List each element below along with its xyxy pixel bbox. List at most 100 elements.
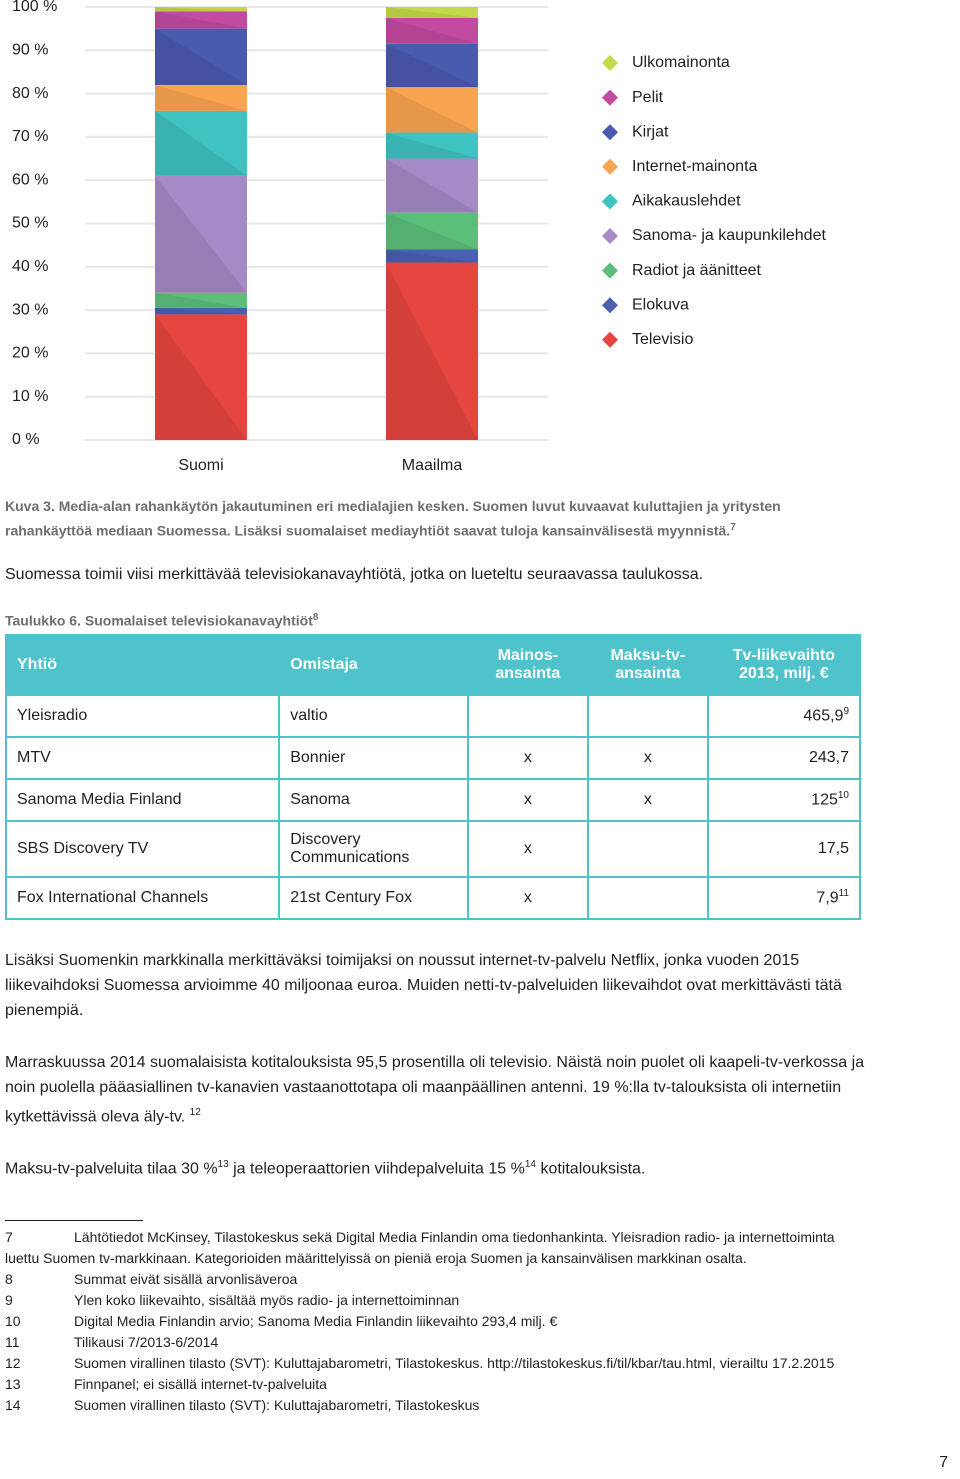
legend-label: Elokuva: [632, 296, 689, 313]
bar-segment: [155, 292, 247, 308]
footnote-number: 13: [5, 1376, 21, 1392]
footnote-number: 9: [5, 1292, 13, 1308]
superscript: 14: [524, 1159, 536, 1170]
bar-segment: [155, 28, 247, 85]
superscript: 13: [217, 1159, 229, 1170]
bar-segment: [155, 84, 247, 111]
legend-label: Radiot ja äänitteet: [632, 262, 762, 279]
bar-segment: [386, 17, 478, 44]
table-cell: x: [586, 736, 709, 780]
table-cell: Bonnier: [278, 736, 469, 780]
legend-label: Televisio: [632, 331, 693, 348]
footnote-number: 12: [5, 1355, 21, 1371]
y-tick-label: 90 %: [12, 42, 48, 59]
text: Maksu-tv-palveluita tilaa 30 %: [5, 1160, 218, 1178]
segment-shade: [155, 110, 247, 176]
legend-label: Aikakauslehdet: [632, 193, 741, 210]
table-cell: 465,99: [706, 694, 862, 738]
legend-marker: [602, 89, 618, 106]
figure-caption: Kuva 3. Media-alan rahankäytön jakautumi…: [5, 496, 865, 542]
bar-segment: [386, 87, 478, 133]
y-tick-label: 20 %: [12, 345, 48, 362]
table-cell: Sanoma: [278, 778, 469, 822]
superscript: 12: [189, 1107, 201, 1118]
segment-shade: [386, 262, 478, 440]
legend-marker: [602, 193, 618, 210]
paragraph: Lisäksi Suomenkin markkinalla merkittävä…: [5, 948, 865, 1023]
segment-shade: [155, 11, 247, 29]
segment-shade: [155, 84, 247, 111]
table-row: Yleisradio valtio 465,99: [4, 694, 862, 738]
y-tick-label: 70 %: [12, 128, 48, 145]
text: ja teleoperaattorien viihdepalveluita 15…: [228, 1160, 525, 1178]
cell-text: 465,9: [803, 707, 844, 725]
table-row: SBS Discovery TV Discovery Communications…: [4, 820, 862, 878]
superscript: 8: [312, 612, 319, 623]
y-tick-label: 0 %: [12, 431, 40, 448]
footnote-text: Suomen virallinen tilasto (SVT): Kulutta…: [74, 1397, 480, 1413]
text: kotitalouksista.: [536, 1160, 646, 1178]
header-cell: Mainos-ansainta: [466, 634, 589, 696]
bar-segment: [155, 314, 247, 440]
table-cell: 7,911: [706, 876, 862, 920]
superscript: 9: [843, 706, 849, 718]
segment-shade: [155, 175, 247, 293]
segment-shade: [386, 7, 478, 18]
footnote-number: 11: [5, 1334, 20, 1350]
bar-segment: [386, 7, 478, 18]
footnotes: 7 Lähtötiedot McKinsey, Tilastokeskus sek…: [5, 1227, 835, 1416]
x-tick-label: Suomi: [178, 457, 223, 474]
x-tick-label: Maailma: [402, 457, 463, 474]
bar-segment: [386, 158, 478, 213]
cell-text: 125: [811, 791, 838, 809]
segment-shade: [386, 249, 478, 263]
y-tick-label: 10 %: [12, 388, 48, 405]
table-cell: 12510: [706, 778, 862, 822]
text: Taulukko 6. Suomalaiset televisiokanavay…: [5, 612, 313, 629]
table-cell: Sanoma Media Finland: [4, 778, 281, 822]
segment-shade: [155, 307, 247, 315]
bar-segment: [386, 43, 478, 88]
legend-marker: [602, 331, 618, 348]
table-cell: SBS Discovery TV: [4, 820, 281, 878]
text: Marraskuussa 2014 suomalaisista kotitalo…: [5, 1054, 865, 1126]
legend-marker: [602, 228, 618, 244]
table-cell: Discovery Communications: [278, 820, 469, 878]
segment-shade: [386, 158, 478, 213]
footnote-number: 10: [5, 1313, 21, 1329]
footnote-number: 14: [5, 1397, 21, 1413]
table-cell: Yleisradio: [4, 694, 281, 738]
paragraph: Suomessa toimii viisi merkittävää televi…: [5, 566, 704, 583]
bar-segment: [386, 249, 478, 263]
footnote-text: Tilikausi 7/2013-6/2014: [74, 1334, 219, 1350]
superscript: 11: [838, 888, 849, 900]
text: Lisäksi Suomenkin markkinalla merkittävä…: [5, 952, 842, 1019]
table-cell: [586, 820, 709, 878]
header-cell: Yhtiö: [4, 634, 281, 696]
table-cell: x: [466, 876, 589, 920]
legend-marker: [602, 55, 618, 71]
table-cell: x: [466, 778, 589, 822]
segment-shade: [155, 292, 247, 308]
footnote: 8 Summat eivät sisällä arvonlisäveroa: [5, 1269, 835, 1290]
segment-shade: [386, 43, 478, 88]
footnote-text: Ylen koko liikevaihto, sisältää myös rad…: [74, 1292, 460, 1308]
table-cell: [586, 694, 709, 738]
segment-shade: [386, 132, 478, 159]
footnote: 13 Finnpanel; ei sisällä internet-tv-palv…: [5, 1374, 835, 1395]
bar-segment: [155, 11, 247, 29]
bar-segment: [155, 307, 247, 315]
bar-segment: [386, 262, 478, 440]
table-cell: 21st Century Fox: [278, 876, 469, 920]
footnote: 12 Suomen virallinen tilasto (SVT): Kulut…: [5, 1353, 835, 1374]
chart: 0 % 10 % 20 % 30 % 40 % 50 % 60 % 70 % 80 % 90 % 1…: [12, 0, 826, 474]
segment-shade: [155, 28, 247, 85]
footnote-text: Lähtötiedot McKinsey, Tilastokeskus sekä…: [5, 1229, 835, 1266]
table-row: Fox International Channels 21st Century F…: [4, 876, 862, 920]
table-cell: 243,7: [706, 736, 862, 780]
table-cell: x: [466, 736, 589, 780]
segment-shade: [155, 7, 247, 12]
footnote-number: 8: [5, 1271, 13, 1287]
header-cell: Omistaja: [278, 634, 469, 696]
